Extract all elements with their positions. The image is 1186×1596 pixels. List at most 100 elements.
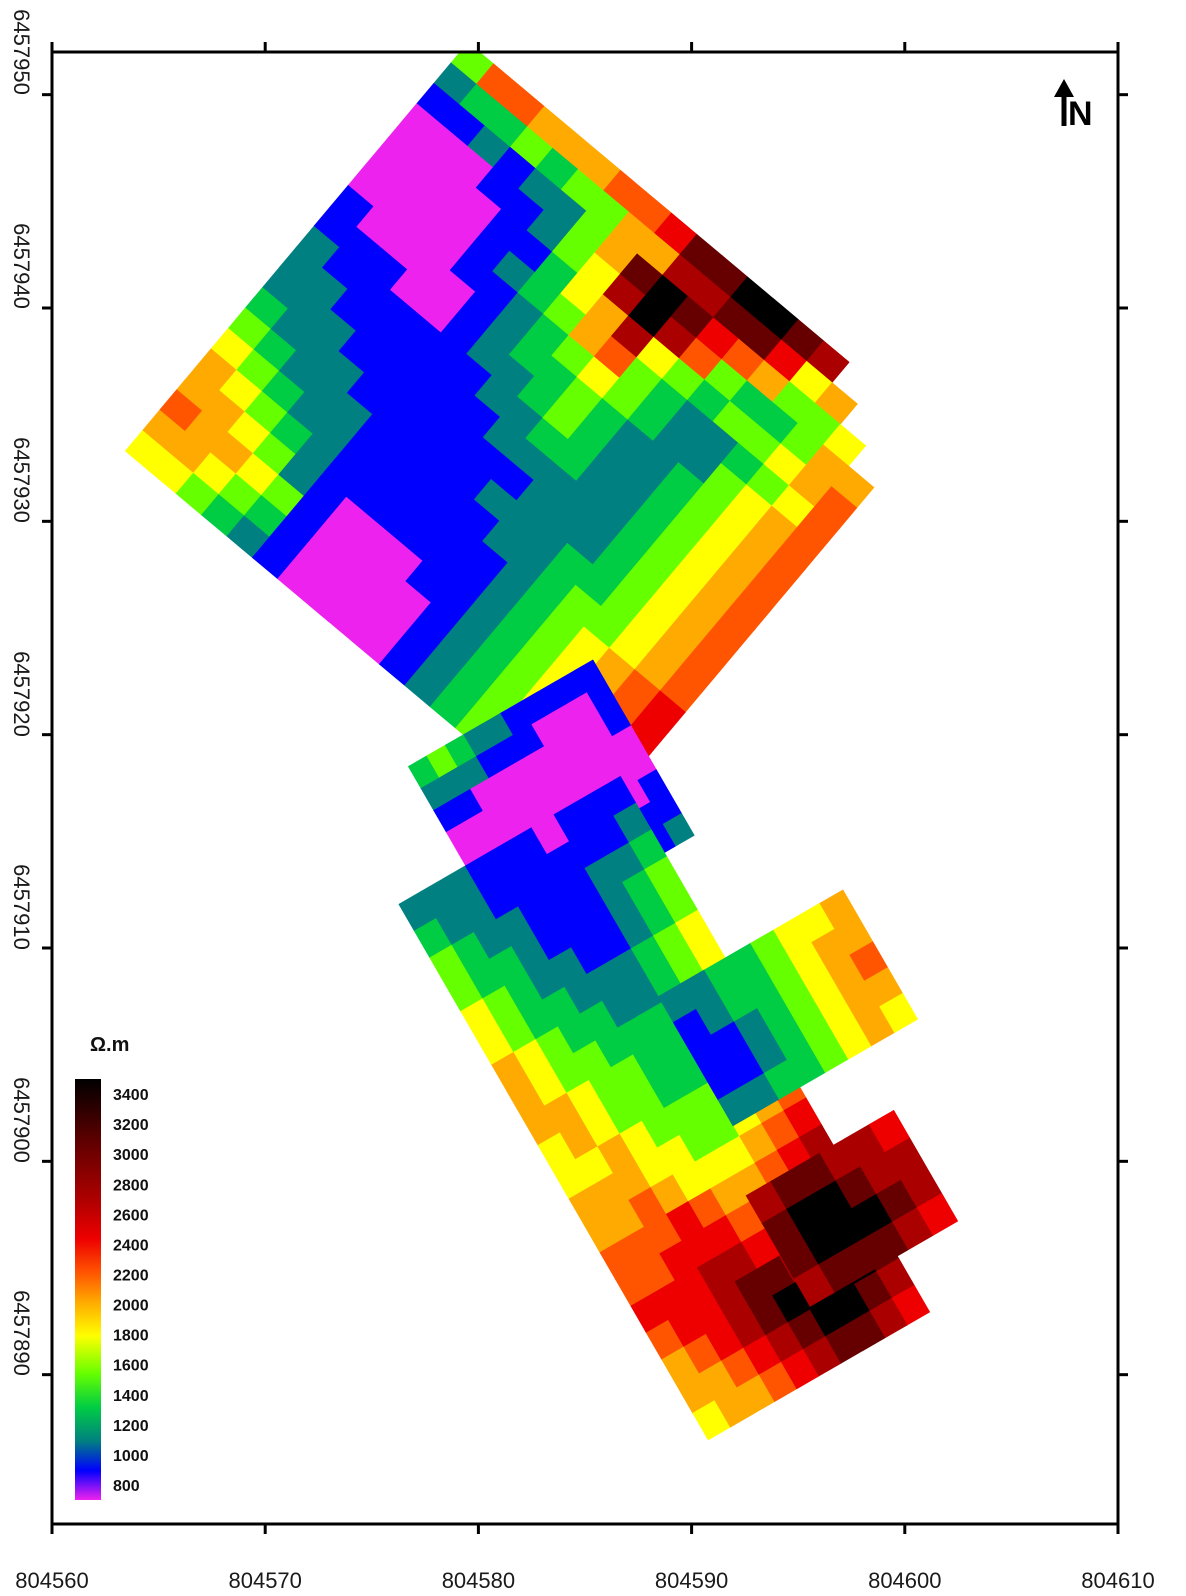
grid-cell	[783, 1097, 822, 1138]
grid-cell	[655, 1028, 694, 1069]
grid-cell	[210, 327, 254, 371]
grid-cell	[501, 789, 534, 823]
grid-cell	[736, 1374, 776, 1415]
grid-cell	[639, 1001, 679, 1043]
grid-cell	[644, 274, 689, 318]
grid-cell	[531, 713, 564, 747]
grid-cell	[659, 883, 699, 924]
grid-cell	[734, 1268, 773, 1309]
grid-cell	[677, 545, 721, 589]
grid-cell	[657, 1134, 696, 1175]
grid-cell	[698, 1360, 738, 1401]
grid-cell	[465, 437, 509, 480]
grid-cell	[124, 430, 169, 473]
grid-cell	[439, 519, 483, 563]
grid-cell	[617, 669, 661, 712]
legend-tick-label: 2600	[113, 1207, 149, 1224]
grid-cell	[416, 82, 460, 126]
grid-cell	[641, 1107, 681, 1149]
grid-cell	[592, 439, 637, 483]
grid-cell	[373, 185, 417, 229]
grid-cell	[534, 251, 578, 295]
grid-cell	[599, 703, 632, 737]
grid-cell	[389, 269, 434, 312]
grid-cell	[669, 503, 713, 547]
grid-cell	[438, 623, 482, 667]
grid-cell	[541, 501, 585, 544]
grid-cell	[822, 423, 867, 467]
grid-cell	[602, 273, 646, 317]
grid-cell	[712, 400, 756, 444]
grid-cell	[355, 310, 399, 353]
grid-cell	[490, 458, 535, 502]
grid-cell	[642, 690, 686, 733]
grid-cell	[516, 479, 560, 523]
grid-cell	[528, 1065, 568, 1107]
grid-cell	[703, 359, 748, 402]
grid-cell	[683, 1333, 722, 1374]
grid-cell	[864, 967, 904, 1008]
grid-cell	[555, 670, 588, 704]
grid-cell	[780, 423, 824, 466]
grid-cell	[463, 645, 508, 688]
grid-cell	[891, 1284, 931, 1326]
legend-title: Ω.m	[90, 1034, 129, 1056]
grid-cell	[456, 499, 500, 543]
grid-cell	[193, 348, 237, 392]
legend-tick-label: 2000	[113, 1298, 149, 1315]
resistivity-grid	[124, 52, 959, 1441]
grid-cell	[397, 415, 441, 458]
grid-cell	[622, 869, 661, 910]
y-tick-label: 6457890	[9, 1290, 34, 1376]
grid-cell	[442, 865, 482, 906]
grid-cell	[304, 267, 348, 311]
grid-cell	[693, 629, 738, 672]
grid-cell	[739, 1122, 778, 1164]
grid-cell	[475, 1024, 515, 1066]
grid-cell	[467, 125, 511, 169]
grid-cell	[694, 525, 738, 568]
grid-cell	[487, 839, 526, 881]
grid-cell	[584, 1212, 623, 1253]
grid-cell	[652, 1280, 692, 1321]
axis-ticks	[42, 42, 1128, 1534]
grid-cell	[676, 1373, 716, 1414]
grid-cell	[328, 600, 372, 644]
grid-cell	[404, 664, 448, 708]
grid-cell	[653, 922, 692, 963]
grid-cell	[507, 542, 551, 585]
grid-cell	[346, 372, 390, 415]
grid-cell	[370, 601, 415, 645]
grid-cell	[636, 336, 680, 380]
grid-cell	[501, 84, 545, 128]
grid-cell	[586, 681, 619, 715]
grid-cell	[632, 1041, 672, 1082]
grid-cell	[413, 917, 453, 959]
grid-cell	[606, 757, 639, 792]
grid-cell	[482, 985, 521, 1026]
grid-cell	[354, 414, 399, 457]
grid-cell	[900, 1165, 943, 1209]
grid-cell	[475, 745, 508, 779]
grid-cell	[710, 1175, 749, 1216]
grid-cell	[694, 1148, 734, 1189]
grid-cell	[472, 582, 517, 626]
grid-cell	[592, 543, 636, 587]
grid-cell	[451, 788, 484, 823]
grid-cell	[498, 604, 542, 647]
grid-cell	[532, 563, 576, 606]
grid-cell	[648, 1068, 687, 1109]
grid-cell	[312, 309, 357, 352]
grid-cell	[388, 477, 432, 520]
grid-cell	[302, 579, 347, 622]
grid-cell	[577, 148, 621, 192]
grid-cell	[653, 316, 697, 360]
grid-cell	[415, 290, 459, 334]
grid-cell	[407, 145, 451, 188]
grid-cell	[625, 606, 670, 650]
grid-cell	[765, 1322, 804, 1363]
grid-cell	[406, 248, 451, 292]
grid-cell	[389, 373, 433, 416]
grid-cell	[597, 775, 637, 817]
grid-cell	[192, 452, 237, 495]
